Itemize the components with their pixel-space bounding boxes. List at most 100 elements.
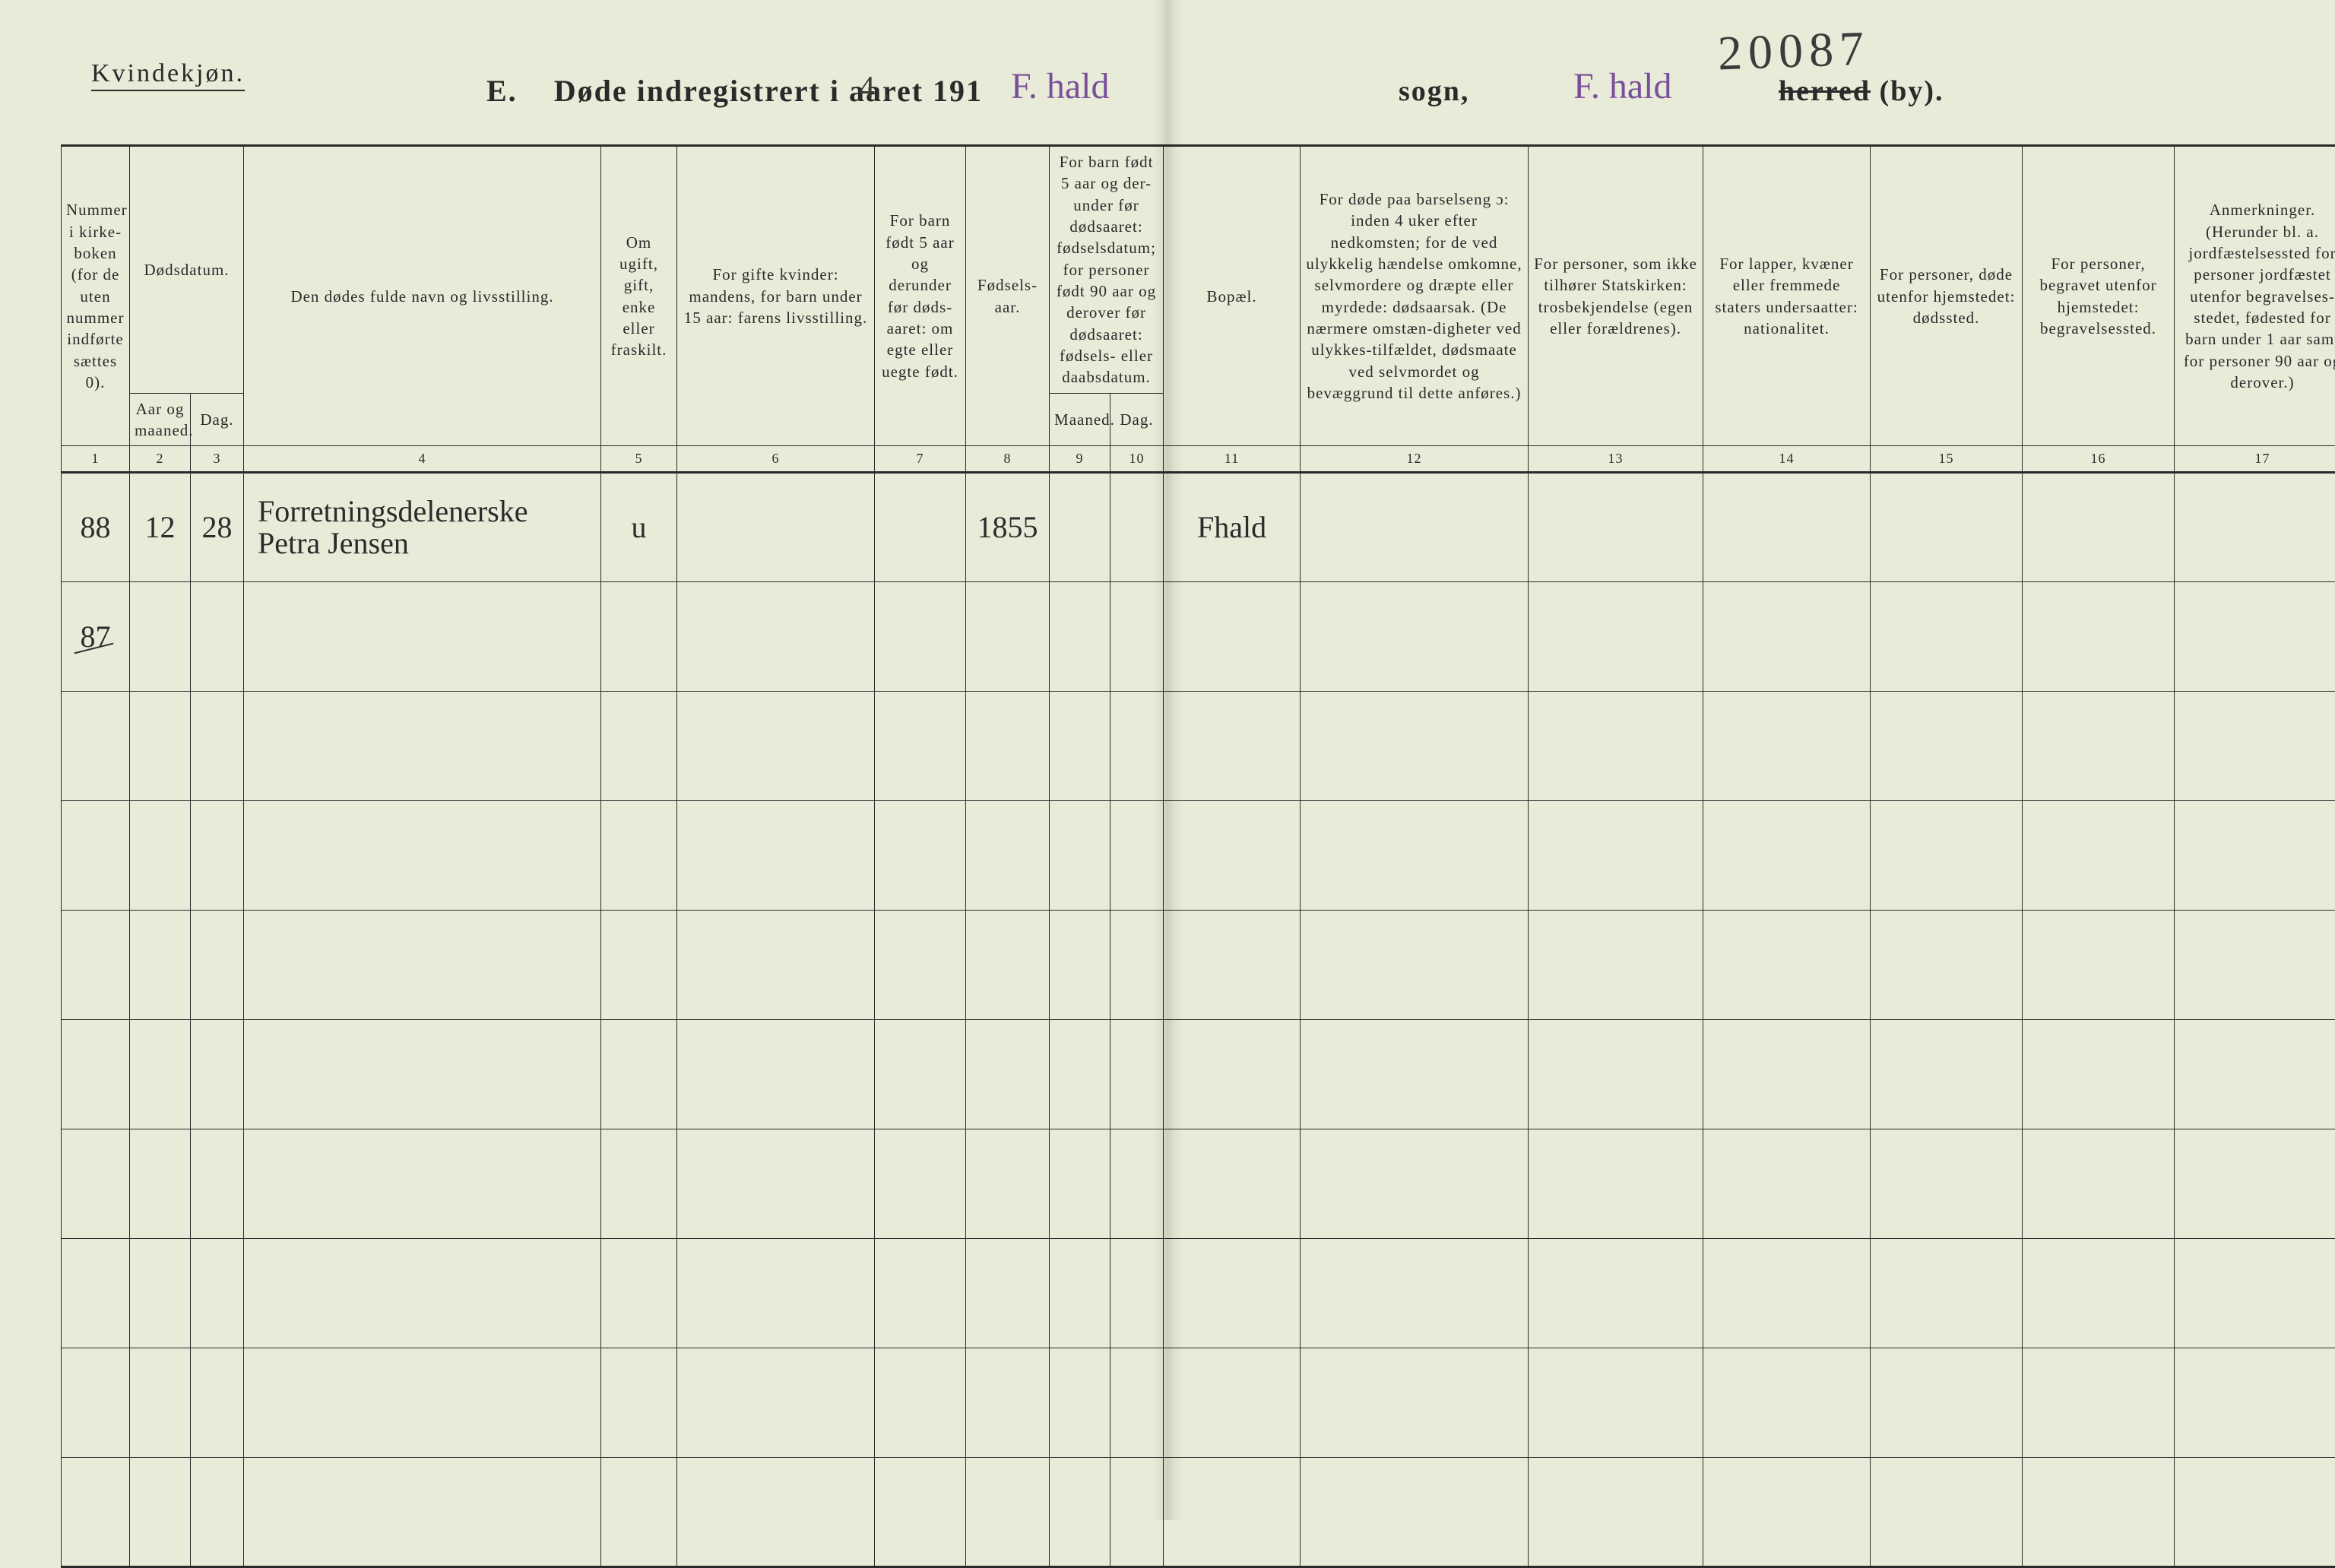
cell-empty	[677, 1238, 875, 1348]
cell-empty	[1164, 1129, 1301, 1238]
cell-empty	[1110, 1457, 1164, 1566]
cell-empty	[1703, 1348, 1871, 1457]
name-line1: Forretningsdelenerske	[258, 494, 528, 528]
cell-empty	[677, 1019, 875, 1129]
cell-num-struck: 87	[62, 581, 130, 691]
cell-empty	[966, 581, 1050, 691]
cell-empty	[62, 1019, 130, 1129]
cell-empty	[62, 910, 130, 1019]
cell-empty	[601, 1238, 677, 1348]
col-header-7: For barn født 5 aar og derunder før døds…	[875, 146, 966, 446]
herred-strike: herred	[1779, 75, 1871, 107]
col-header-16: For personer, begravet utenfor hjemstede…	[2023, 146, 2175, 446]
cell-empty	[1703, 1019, 1871, 1129]
cell-empty	[875, 1238, 966, 1348]
cell-empty	[191, 1238, 244, 1348]
colnum: 13	[1529, 446, 1703, 472]
cell-empty	[1301, 1019, 1529, 1129]
col-header-9: Maaned.	[1050, 393, 1110, 446]
cell-empty	[1301, 1238, 1529, 1348]
cell-empty	[191, 910, 244, 1019]
cell-empty	[1050, 1019, 1110, 1129]
cell-empty	[191, 1348, 244, 1457]
table-row	[62, 800, 2335, 910]
cell-empty	[130, 581, 191, 691]
cell-empty	[130, 1457, 191, 1566]
cell-empty	[1703, 691, 1871, 800]
page-header: Kvindekjøn. E. Døde indregistrert i aare…	[61, 46, 2274, 122]
cell-empty	[2175, 1457, 2335, 1566]
col-header-6: For gifte kvinder: mandens, for barn und…	[677, 146, 875, 446]
col-header-13: For personer, som ikke tilhører Statskir…	[1529, 146, 1703, 446]
cell-status: u	[601, 472, 677, 581]
colnum: 8	[966, 446, 1050, 472]
cell-empty	[191, 800, 244, 910]
col-header-1: Nummer i kirke-boken (for de uten nummer…	[62, 146, 130, 446]
cell-empty	[601, 1129, 677, 1238]
cell-egte	[875, 472, 966, 581]
cell-empty	[1301, 910, 1529, 1019]
cell-empty	[2175, 1238, 2335, 1348]
cell-empty	[1050, 1238, 1110, 1348]
table-row	[62, 691, 2335, 800]
cell-empty	[130, 800, 191, 910]
col-header-17: Anmerkninger. (Herunder bl. a. jordfæste…	[2175, 146, 2335, 446]
cell-empty	[1529, 1457, 1703, 1566]
cell-empty	[244, 910, 601, 1019]
cell-empty	[601, 1457, 677, 1566]
cell-empty	[191, 581, 244, 691]
cell-empty	[875, 1129, 966, 1238]
cell-name: Forretningsdelenerske Petra Jensen	[244, 472, 601, 581]
cell-empty	[677, 800, 875, 910]
cell-empty	[244, 800, 601, 910]
cell-empty	[1164, 581, 1301, 691]
cell-empty	[191, 1019, 244, 1129]
col-header-14: For lapper, kvæner eller fremmede stater…	[1703, 146, 1871, 446]
title-main: Døde indregistrert i aaret 191	[554, 74, 983, 108]
cell-c16	[2023, 472, 2175, 581]
cell-empty	[966, 1129, 1050, 1238]
name-line2: Petra Jensen	[258, 526, 409, 560]
cell-empty	[1529, 800, 1703, 910]
cell-empty	[1164, 1238, 1301, 1348]
cell-empty	[875, 1019, 966, 1129]
colnum: 16	[2023, 446, 2175, 472]
cell-num: 88	[62, 472, 130, 581]
cell-aar-mnd: 12	[130, 472, 191, 581]
cell-empty	[2023, 1457, 2175, 1566]
cell-empty	[244, 1457, 601, 1566]
gender-label: Kvindekjøn.	[91, 59, 245, 91]
cell-empty	[1164, 910, 1301, 1019]
cell-empty	[62, 1238, 130, 1348]
cell-empty	[1050, 800, 1110, 910]
cell-empty	[601, 1348, 677, 1457]
colnum: 17	[2175, 446, 2335, 472]
table-body: 88 12 28 Forretningsdelenerske Petra Jen…	[62, 472, 2335, 1566]
cell-empty	[1110, 581, 1164, 691]
cell-empty	[130, 1348, 191, 1457]
table-row	[62, 1019, 2335, 1129]
cell-empty	[1050, 1129, 1110, 1238]
cell-empty	[2175, 581, 2335, 691]
cell-empty	[1871, 1238, 2023, 1348]
cell-c15	[1871, 472, 2023, 581]
cell-empty	[2175, 910, 2335, 1019]
colnum: 10	[1110, 446, 1164, 472]
col-header-2: Aar og maaned.	[130, 393, 191, 446]
table-row	[62, 1348, 2335, 1457]
cell-empty	[1529, 1019, 1703, 1129]
cell-empty	[677, 1129, 875, 1238]
cell-empty	[62, 1457, 130, 1566]
cell-empty	[1110, 1019, 1164, 1129]
cell-empty	[1529, 1348, 1703, 1457]
cell-empty	[1529, 1238, 1703, 1348]
cell-empty	[2023, 1348, 2175, 1457]
cell-empty	[2023, 1129, 2175, 1238]
cell-empty	[601, 581, 677, 691]
cell-empty	[130, 910, 191, 1019]
cell-empty	[62, 691, 130, 800]
cell-empty	[1871, 581, 2023, 691]
cell-empty	[1110, 910, 1164, 1019]
cell-empty	[966, 1019, 1050, 1129]
cell-empty	[244, 581, 601, 691]
